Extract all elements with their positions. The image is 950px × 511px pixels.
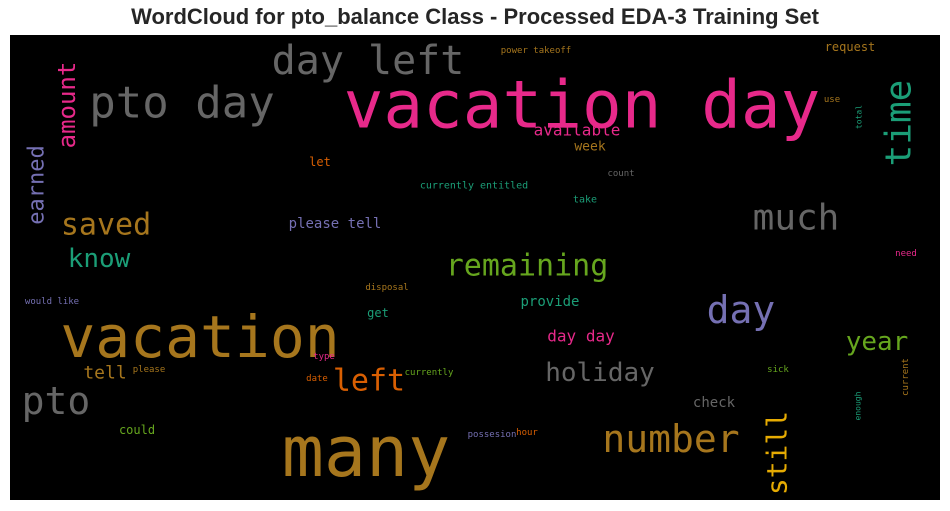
word-holiday: holiday xyxy=(545,358,655,388)
word-let: let xyxy=(309,155,331,169)
word-total: total xyxy=(855,105,864,129)
word-saved: saved xyxy=(61,208,151,243)
word-vacation-day: vacation day xyxy=(344,67,821,144)
word-would-like: would like xyxy=(25,297,79,307)
word-type: type xyxy=(313,352,335,362)
word-time: time xyxy=(879,80,920,167)
word-day-day: day day xyxy=(547,327,615,346)
word-know: know xyxy=(68,244,131,274)
word-day: day xyxy=(707,288,776,332)
word-could: could xyxy=(119,423,155,437)
word-please: please xyxy=(133,365,166,375)
word-number: number xyxy=(602,417,739,461)
word-left: left xyxy=(333,364,405,399)
word-possesion: possesion xyxy=(468,430,517,440)
word-day-left: day left xyxy=(272,38,465,84)
word-vacation: vacation xyxy=(60,303,339,371)
word-currently-entitled: currently entitled xyxy=(420,181,528,192)
word-still: still xyxy=(761,411,794,495)
word-available: available xyxy=(534,121,621,140)
wordcloud-canvas: vacation day many vacation pto day day left t… xyxy=(10,35,940,500)
word-date: date xyxy=(306,374,328,384)
word-many: many xyxy=(282,411,451,493)
word-year: year xyxy=(846,327,909,357)
word-take: take xyxy=(573,195,597,206)
word-request: request xyxy=(825,40,876,54)
word-sick: sick xyxy=(767,365,789,375)
word-currently: currently xyxy=(405,368,454,378)
word-need: need xyxy=(895,249,917,259)
chart-title: WordCloud for pto_balance Class - Proces… xyxy=(131,4,819,29)
word-power-takeoff: power takeoff xyxy=(501,46,571,56)
word-tell: tell xyxy=(83,363,126,384)
word-amount: amount xyxy=(53,62,81,149)
word-use: use xyxy=(824,95,840,105)
word-remaining: remaining xyxy=(446,249,609,284)
word-enough: enough xyxy=(854,391,863,420)
word-pto: pto xyxy=(22,379,91,423)
word-count: count xyxy=(607,169,634,179)
word-earned: earned xyxy=(25,145,50,224)
word-provide: provide xyxy=(520,294,579,310)
word-please-tell: please tell xyxy=(289,216,382,232)
word-hour: hour xyxy=(516,428,538,438)
word-disposal: disposal xyxy=(365,283,408,293)
word-pto-day: pto day xyxy=(89,78,274,129)
word-week: week xyxy=(574,140,605,155)
word-check: check xyxy=(693,395,736,411)
word-current: current xyxy=(901,358,911,396)
word-get: get xyxy=(367,306,389,320)
word-much: much xyxy=(753,198,840,239)
